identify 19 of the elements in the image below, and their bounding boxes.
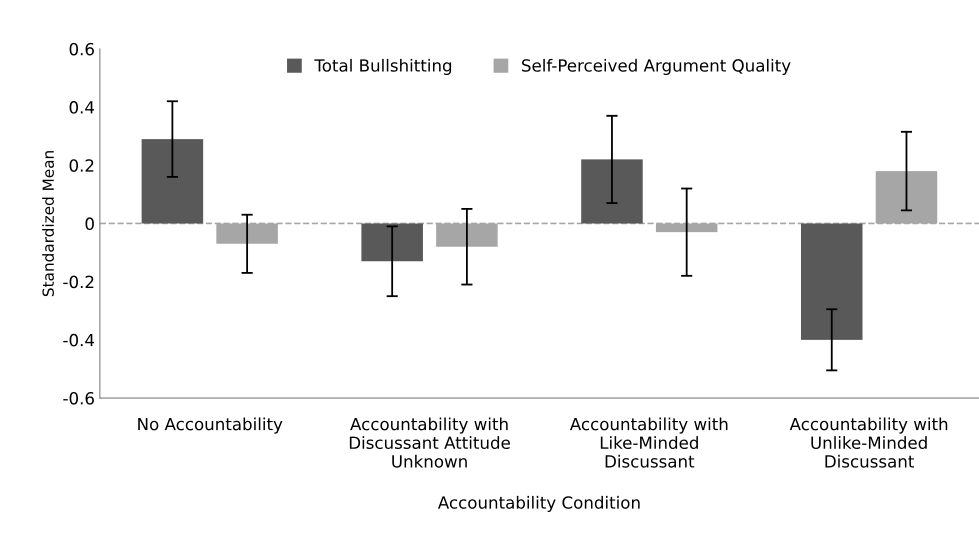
bar bbox=[800, 223, 863, 340]
x-tick-label: No Accountability bbox=[138, 417, 282, 434]
y-tick-label: 0.6 bbox=[70, 42, 94, 56]
legend-label: Total Bullshitting bbox=[314, 58, 452, 75]
x-tick-label: Accountability with Discussant Attitude Unknown bbox=[350, 417, 510, 468]
y-tick-label: -0.2 bbox=[63, 276, 94, 288]
x-tick-label: Accountability with Unlike-Minded Discussant bbox=[790, 417, 948, 468]
y-tick-label: -0.4 bbox=[63, 334, 94, 346]
x-tick-label: Accountability with Like-Minded Discussant bbox=[570, 417, 728, 468]
bar bbox=[142, 139, 204, 224]
bar bbox=[581, 159, 643, 224]
y-axis-title: Standardized Mean bbox=[42, 151, 54, 296]
x-axis-title: Accountability Condition bbox=[438, 496, 640, 512]
bar bbox=[361, 223, 423, 262]
y-tick-label: 0.4 bbox=[70, 101, 94, 114]
y-tick-label: -0.6 bbox=[63, 392, 94, 405]
y-tick-label: 0 bbox=[85, 217, 94, 230]
legend-label: Self-Perceived Argument Quality bbox=[522, 58, 791, 75]
y-tick-label: 0.2 bbox=[70, 159, 94, 172]
